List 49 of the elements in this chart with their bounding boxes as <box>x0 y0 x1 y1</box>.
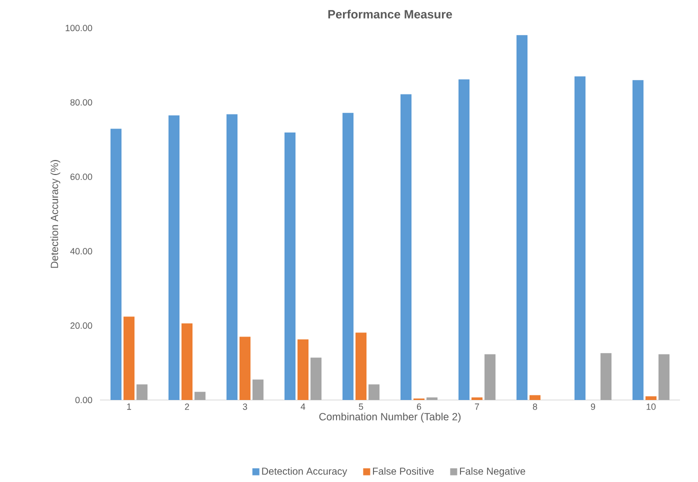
bar <box>426 397 438 400</box>
bar <box>110 128 122 400</box>
y-tick-label: 100.00 <box>66 24 92 32</box>
x-tick-label: 9 <box>590 404 596 410</box>
x-tick-label: 3 <box>242 404 248 410</box>
legend-label: Detection Accuracy <box>262 467 348 477</box>
bar <box>298 339 308 400</box>
y-tick-label: 80.00 <box>70 99 92 106</box>
legend-label: False Positive <box>372 467 434 475</box>
bar <box>658 354 670 400</box>
bar <box>342 112 354 400</box>
bar <box>356 332 366 400</box>
bar <box>240 336 250 400</box>
bar <box>516 35 528 400</box>
bar <box>226 114 238 400</box>
y-tick-label: 40.00 <box>70 248 92 254</box>
bar <box>368 384 380 400</box>
bar <box>168 115 180 400</box>
legend-label: False Negative <box>460 467 526 477</box>
y-tick-label: 0.00 <box>75 396 92 404</box>
chart-title: Performance Measure <box>328 10 452 18</box>
bar <box>136 384 148 400</box>
bar <box>472 397 482 400</box>
bar <box>310 358 322 400</box>
bar <box>124 316 134 400</box>
bar <box>458 79 470 400</box>
y-tick-label: 20.00 <box>70 322 92 329</box>
bar <box>484 354 496 400</box>
x-tick-label: 8 <box>532 404 538 410</box>
bar <box>632 80 644 400</box>
x-tick-label: 5 <box>358 404 364 410</box>
bar <box>252 380 264 400</box>
bar <box>574 76 586 400</box>
x-tick-label: 6 <box>416 404 422 410</box>
bar <box>400 94 412 400</box>
y-axis-title: Detection Accuracy (%) <box>50 160 60 268</box>
bar <box>194 392 206 400</box>
x-tick-label: 1 <box>127 404 132 410</box>
x-tick-label: 4 <box>300 404 306 410</box>
x-tick-label: 7 <box>474 404 480 410</box>
bar <box>600 353 612 400</box>
bar <box>530 395 540 400</box>
x-tick-label: 2 <box>184 404 190 410</box>
y-tick-label: 60.00 <box>70 174 92 180</box>
bar <box>646 396 657 400</box>
x-tick-label: 10 <box>646 404 656 410</box>
bar <box>182 323 192 400</box>
x-axis-title: Combination Number (Table 2) <box>319 412 461 422</box>
bar <box>284 132 296 400</box>
